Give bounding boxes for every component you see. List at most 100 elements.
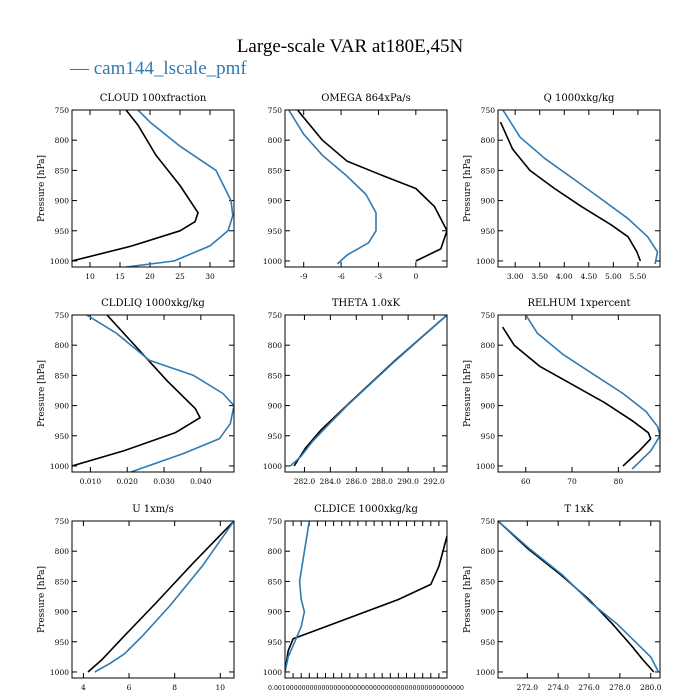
chart-panel-6: RELHUM 1xpercent Pressure [hPa] 750 800 850 9…: [463, 298, 661, 486]
x-tick-label: 4: [81, 683, 86, 692]
y-tick-label: 800: [55, 341, 70, 350]
y-tick-label: 1000: [50, 668, 69, 677]
chart-panel-3: Q 1000xkg/kg Pressure [hPa] 750 800 850 900 95…: [463, 93, 661, 281]
y-tick-label: 900: [481, 402, 496, 411]
x-tick-label: 70: [567, 477, 577, 486]
legend-label: cam144_lscale_pmf: [93, 58, 247, 79]
y-tick-label: 800: [481, 341, 496, 350]
chart-panel-8: CLDICE 1000xkg/kg 750 800 850 900 950 1000 0.00…: [263, 504, 464, 692]
y-tick-label: 750: [268, 311, 283, 320]
x-tick-label: 60: [521, 477, 531, 486]
y-tick-label: 850: [481, 371, 496, 380]
plot-frame: [284, 109, 448, 268]
x-tick-label: -6: [337, 272, 345, 281]
x-tick-label: 288.0: [371, 477, 393, 486]
y-tick-label: 750: [481, 311, 496, 320]
y-tick-label: 850: [55, 166, 70, 175]
series-line-model: [94, 521, 234, 673]
panel-title: U 1xm/s: [132, 504, 174, 515]
x-tick-label: 10: [216, 683, 226, 692]
legend-glyph: —: [70, 58, 94, 79]
y-tick-label: 850: [268, 371, 283, 380]
x-tick-label: 0.010: [80, 477, 102, 486]
series-line-reference: [72, 110, 199, 262]
x-tick-label: 5.00: [605, 272, 622, 281]
series-line-reference: [72, 315, 201, 467]
y-tick-label: 850: [481, 577, 496, 586]
panel-title: CLDICE 1000xkg/kg: [314, 504, 418, 515]
y-tick-label: 1000: [263, 668, 282, 677]
panel-title: CLDLIQ 1000xkg/kg: [101, 298, 205, 309]
x-tick-label: 6: [127, 683, 132, 692]
y-tick-label: 900: [55, 608, 70, 617]
panel-title: RELHUM 1xpercent: [527, 298, 630, 309]
series-line-reference: [498, 521, 655, 673]
y-tick-label: 950: [268, 227, 283, 236]
x-tick-label: 286.0: [346, 477, 368, 486]
x-tick-label: 276.0: [578, 683, 600, 692]
y-tick-label: 900: [268, 197, 283, 206]
x-tick-label: 3.50: [531, 272, 548, 281]
y-tick-label: 800: [268, 341, 283, 350]
x-tick-label: 280.0: [640, 683, 662, 692]
x-tick-label: 80: [614, 477, 624, 486]
y-tick-label: 800: [481, 547, 496, 556]
y-tick-label: 850: [268, 166, 283, 175]
y-tick-label: 750: [481, 106, 496, 115]
x-tick-label: 272.0: [517, 683, 539, 692]
plot-frame: [497, 520, 661, 679]
y-axis-label: Pressure [hPa]: [37, 566, 47, 633]
x-tick-label: 15: [115, 272, 125, 281]
y-tick-label: 1000: [476, 462, 495, 471]
legend-entry: — cam144_lscale_pmf: [70, 58, 247, 80]
x-tick-label: 0.030: [153, 477, 175, 486]
x-tick-label: 4.50: [580, 272, 597, 281]
y-tick-label: 950: [268, 638, 283, 647]
series-line-reference: [296, 110, 447, 262]
y-tick-label: 850: [55, 577, 70, 586]
y-tick-label: 750: [55, 106, 70, 115]
x-tick-label: 30: [205, 272, 215, 281]
y-tick-label: 900: [55, 197, 70, 206]
series-line-reference: [293, 315, 447, 467]
x-tick-label: 8: [172, 683, 177, 692]
y-tick-label: 850: [481, 166, 496, 175]
x-tick-label: 282.0: [294, 477, 316, 486]
chart-panel-4: CLDLIQ 1000xkg/kg Pressure [hPa] 750 800 850…: [37, 298, 235, 486]
x-tick-label: 274.0: [547, 683, 569, 692]
series-line-model: [502, 110, 659, 265]
y-tick-label: 750: [55, 517, 70, 526]
x-tick-label: 10: [85, 272, 95, 281]
series-line-model: [498, 521, 660, 673]
chart-panel-1: CLOUD 100xfraction Pressure [hPa] 750 800 85…: [37, 93, 235, 281]
y-tick-label: 1000: [263, 257, 282, 266]
series-line-reference: [87, 521, 234, 673]
y-tick-label: 950: [55, 638, 70, 647]
x-tick-label: 0.040: [190, 477, 212, 486]
y-axis-label: Pressure [hPa]: [463, 155, 473, 222]
y-tick-label: 1000: [263, 462, 282, 471]
series-line-model: [125, 110, 234, 267]
plot-frame: [71, 520, 235, 679]
y-axis-label: Pressure [hPa]: [37, 360, 47, 427]
y-tick-label: 750: [55, 311, 70, 320]
y-tick-label: 750: [481, 517, 496, 526]
y-tick-label: 950: [481, 638, 496, 647]
plot-frame: [497, 109, 661, 268]
y-tick-label: 900: [481, 197, 496, 206]
series-line-reference: [499, 121, 642, 262]
y-tick-label: 800: [268, 547, 283, 556]
series-line-model: [86, 315, 234, 472]
panel-title: CLOUD 100xfraction: [100, 93, 207, 104]
figure-title: Large-scale VAR at180E,45N: [236, 36, 464, 57]
x-tick-label: 292.0: [423, 477, 445, 486]
x-tick-label: -3: [375, 272, 383, 281]
y-tick-label: 800: [55, 547, 70, 556]
chart-panel-7: U 1xm/s Pressure [hPa] 750 800 850 900 950 1000…: [37, 504, 235, 692]
y-tick-label: 800: [268, 136, 283, 145]
x-tick-label: 20: [145, 272, 155, 281]
chart-panel-9: T 1xK Pressure [hPa] 750 800 850 900 950 1000 27…: [463, 504, 662, 692]
series-line-reference: [501, 326, 652, 467]
x-tick-label: 0.020: [116, 477, 138, 486]
